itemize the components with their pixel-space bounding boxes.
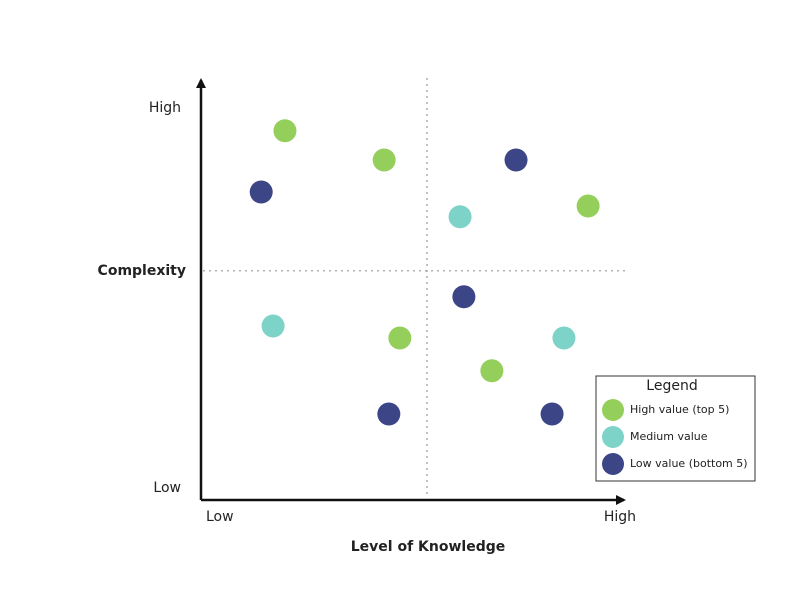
y-tick-label: High xyxy=(149,100,181,116)
y-axis-title: Complexity xyxy=(98,263,186,279)
legend-swatch xyxy=(602,426,624,448)
legend-label: High value (top 5) xyxy=(630,403,729,416)
data-point xyxy=(377,402,401,426)
data-point xyxy=(552,326,576,350)
data-point xyxy=(504,148,528,172)
x-tick-label: Low xyxy=(206,509,234,525)
legend-title: Legend xyxy=(646,378,697,394)
data-point xyxy=(540,402,564,426)
legend-label: Medium value xyxy=(630,430,708,443)
legend-box xyxy=(595,375,756,482)
data-point xyxy=(448,205,472,229)
data-point xyxy=(249,180,273,204)
x-axis-title: Level of Knowledge xyxy=(351,539,506,555)
data-point xyxy=(261,314,285,338)
data-point xyxy=(576,194,600,218)
data-point xyxy=(372,148,396,172)
x-tick-label: High xyxy=(604,509,636,525)
legend-label: Low value (bottom 5) xyxy=(630,457,748,470)
legend-swatch xyxy=(602,399,624,421)
data-point xyxy=(480,359,504,383)
data-point xyxy=(388,326,412,350)
data-point xyxy=(273,119,297,143)
legend-swatch xyxy=(602,453,624,475)
data-point xyxy=(452,285,476,309)
y-tick-label: Low xyxy=(153,480,181,496)
